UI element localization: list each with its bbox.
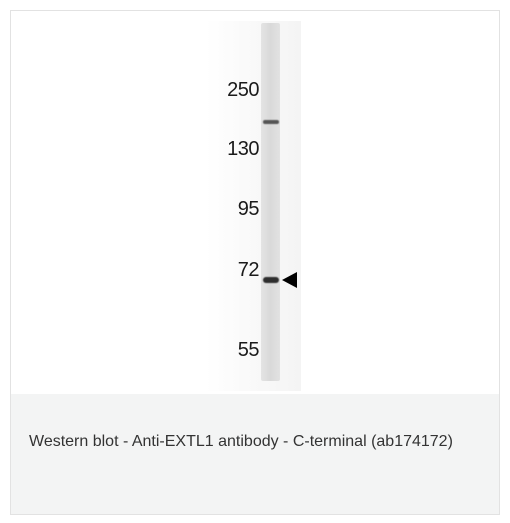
mw-marker-95: 95 <box>237 198 260 220</box>
figure-caption: Western blot - Anti-EXTL1 antibody - C-t… <box>29 433 453 450</box>
figure-card: 250 130 95 72 55 Western blot - Anti-EXT… <box>10 10 500 515</box>
blot-lane <box>261 23 280 381</box>
blot-membrane <box>206 21 301 391</box>
arrow-left-icon <box>282 272 297 288</box>
mw-marker-130: 130 <box>227 138 259 160</box>
blot-band-target <box>263 277 279 283</box>
mw-marker-55: 55 <box>237 339 260 361</box>
mw-marker-250: 250 <box>227 79 259 101</box>
western-blot-image: 250 130 95 72 55 <box>11 11 499 394</box>
caption-panel: Western blot - Anti-EXTL1 antibody - C-t… <box>11 394 499 514</box>
blot-band-upper <box>263 120 279 124</box>
mw-marker-72: 72 <box>237 259 260 281</box>
